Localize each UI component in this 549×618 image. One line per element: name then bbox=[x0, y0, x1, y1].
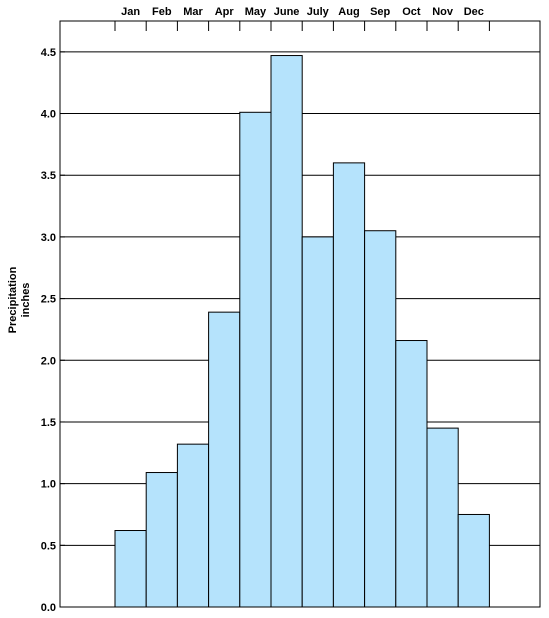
month-label-nov: Nov bbox=[432, 6, 454, 18]
month-label-june: June bbox=[274, 6, 300, 18]
y-tick-label: 2.0 bbox=[41, 355, 56, 367]
month-label-aug: Aug bbox=[338, 6, 359, 18]
y-tick-label: 3.0 bbox=[41, 232, 56, 244]
bar-nov bbox=[426, 427, 459, 608]
month-label-feb: Feb bbox=[152, 6, 172, 18]
month-label-may: May bbox=[245, 6, 267, 18]
bar-mar bbox=[176, 443, 210, 608]
y-tick-labels: 0.0 0.5 1.0 1.5 2.0 2.5 3.0 3.5 4.0 4.5 bbox=[41, 47, 65, 614]
bar-july bbox=[301, 236, 334, 608]
bar-jan bbox=[114, 530, 147, 608]
bar-june bbox=[270, 55, 303, 608]
y-tick-label: 4.0 bbox=[41, 109, 56, 121]
month-label-oct: Oct bbox=[402, 6, 421, 18]
month-label-apr: Apr bbox=[215, 6, 235, 18]
y-tick-label: 0.0 bbox=[41, 602, 56, 614]
y-axis-label-line-1: Precipitation bbox=[7, 266, 19, 333]
bar-sep bbox=[364, 230, 397, 608]
y-tick-label: 1.0 bbox=[41, 479, 56, 491]
bar-apr bbox=[208, 311, 241, 608]
bar-feb bbox=[145, 472, 178, 608]
bar-oct bbox=[395, 340, 428, 608]
bars bbox=[114, 55, 490, 608]
y-tick-label: 2.5 bbox=[41, 294, 56, 306]
month-label-sep: Sep bbox=[370, 6, 390, 18]
y-tick-label: 0.5 bbox=[41, 540, 56, 552]
y-tick-label: 3.5 bbox=[41, 170, 56, 182]
y-axis-label-line-2: inches bbox=[20, 283, 32, 318]
bar-dec bbox=[457, 513, 490, 608]
month-label-jan: Jan bbox=[121, 6, 140, 18]
y-tick-label: 1.5 bbox=[41, 417, 56, 429]
month-label-dec: Dec bbox=[464, 6, 484, 18]
month-label-july: July bbox=[307, 6, 330, 18]
bar-may bbox=[239, 111, 272, 608]
bar-aug bbox=[332, 162, 366, 608]
y-tick-label: 4.5 bbox=[41, 47, 56, 59]
month-tick-labels: Jan Feb Mar Apr May June July Aug Sep Oct Nov Dec bbox=[114, 6, 490, 31]
month-label-mar: Mar bbox=[183, 6, 203, 18]
